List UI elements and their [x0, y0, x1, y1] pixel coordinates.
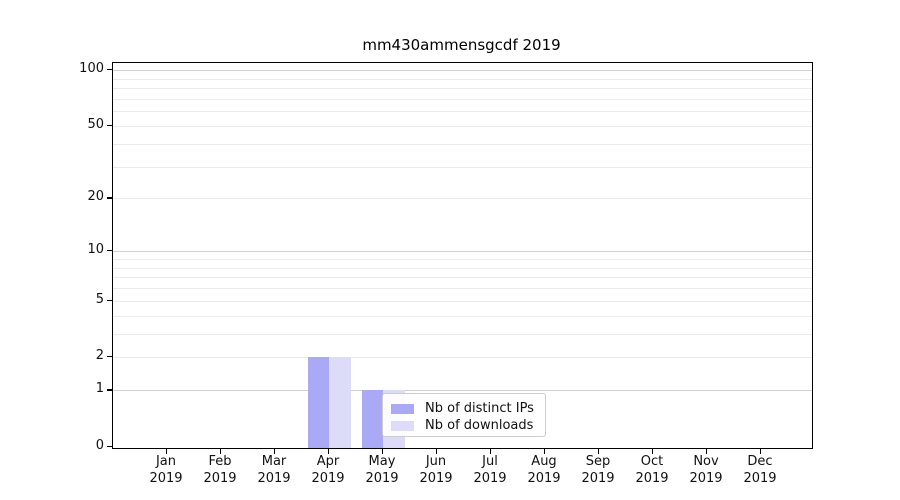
y-tick-label: 5	[95, 291, 104, 307]
x-tick-label: May 2019	[365, 454, 399, 486]
gridline-minor	[113, 198, 812, 200]
y-tick-label: 100	[79, 61, 104, 77]
x-tick-label: Apr 2019	[311, 454, 345, 486]
y-tick-mark	[107, 299, 112, 301]
gridline-minor	[113, 143, 812, 145]
y-tick-label: 20	[87, 189, 104, 205]
y-tick-mark	[107, 250, 112, 252]
gridline-minor	[113, 88, 812, 90]
legend-swatch-distinct-ips-icon	[391, 403, 414, 414]
gridline-major	[113, 251, 812, 253]
gridline-minor	[113, 288, 812, 290]
x-tick-mark	[652, 449, 654, 454]
y-tick-mark	[107, 356, 112, 358]
x-tick-label: Feb 2019	[203, 454, 237, 486]
legend-item-downloads: Nb of downloads	[391, 417, 537, 434]
x-tick-mark	[598, 449, 600, 454]
gridline-minor	[113, 259, 812, 260]
x-tick-mark	[220, 449, 222, 454]
y-tick-label: 1	[95, 381, 104, 397]
gridline-minor	[113, 166, 812, 168]
x-tick-mark	[274, 449, 276, 454]
y-tick-label: 50	[87, 116, 104, 132]
legend-swatch-downloads-icon	[391, 420, 414, 431]
x-tick-mark	[544, 449, 546, 454]
x-tick-mark	[382, 449, 384, 454]
bar-downloads-apr	[329, 357, 351, 448]
gridline-major	[113, 70, 812, 72]
x-tick-label: Jan 2019	[149, 454, 183, 486]
legend-label-distinct-ips: Nb of distinct IPs	[425, 401, 534, 416]
gridline-minor	[113, 315, 812, 317]
y-tick-label: 10	[87, 242, 104, 258]
legend-item-distinct-ips: Nb of distinct IPs	[391, 400, 537, 417]
x-tick-mark	[706, 449, 708, 454]
x-tick-label: Sep 2019	[581, 454, 615, 486]
gridline-minor	[113, 78, 812, 80]
bar-distinct-ips-may	[361, 390, 383, 448]
x-tick-mark	[760, 449, 762, 454]
legend-label-downloads: Nb of downloads	[425, 418, 534, 433]
x-tick-label: Mar 2019	[257, 454, 291, 486]
x-tick-mark	[328, 449, 330, 454]
gridline-minor	[113, 98, 812, 100]
y-tick-mark	[107, 446, 112, 448]
chart-title: mm430ammensgcdf 2019	[362, 36, 561, 54]
gridline-minor	[113, 357, 812, 359]
x-tick-label: Aug 2019	[527, 454, 561, 486]
gridline-minor	[113, 267, 812, 269]
x-tick-mark	[490, 449, 492, 454]
plot-area	[112, 62, 813, 449]
y-tick-label: 0	[95, 438, 104, 453]
x-tick-mark	[166, 449, 168, 454]
gridline-major	[113, 390, 812, 392]
bar-distinct-ips-apr	[307, 357, 329, 448]
gridline-minor	[113, 125, 812, 127]
x-tick-label: Jul 2019	[473, 454, 507, 486]
x-tick-label: Nov 2019	[689, 454, 723, 486]
x-tick-label: Oct 2019	[635, 454, 669, 486]
gridline-minor	[113, 333, 812, 335]
x-tick-label: Jun 2019	[419, 454, 453, 486]
y-tick-mark	[107, 389, 112, 391]
y-tick-label: 2	[95, 348, 104, 364]
gridline-minor	[113, 300, 812, 302]
x-tick-label: Dec 2019	[743, 454, 777, 486]
y-tick-mark	[107, 124, 112, 127]
gridline-minor	[113, 277, 812, 279]
legend: Nb of distinct IPs Nb of downloads	[382, 393, 546, 437]
gridline-minor	[113, 111, 812, 113]
y-tick-mark	[107, 197, 112, 199]
y-tick-mark	[107, 69, 112, 71]
x-tick-mark	[436, 449, 438, 454]
